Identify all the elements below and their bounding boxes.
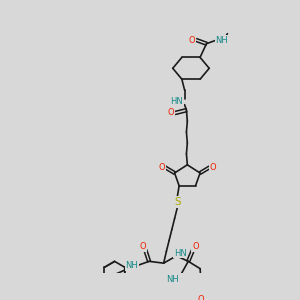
Text: S: S (174, 197, 181, 207)
Text: O: O (189, 36, 195, 45)
Text: O: O (192, 242, 199, 251)
Text: O: O (158, 163, 165, 172)
Text: O: O (209, 163, 216, 172)
Text: NH: NH (216, 36, 228, 45)
Text: NH: NH (167, 275, 179, 284)
Text: HN: HN (174, 249, 186, 258)
Text: O: O (140, 242, 146, 251)
Text: HN: HN (170, 98, 183, 106)
Text: O: O (168, 108, 174, 117)
Text: O: O (198, 295, 204, 300)
Text: NH: NH (125, 261, 138, 270)
